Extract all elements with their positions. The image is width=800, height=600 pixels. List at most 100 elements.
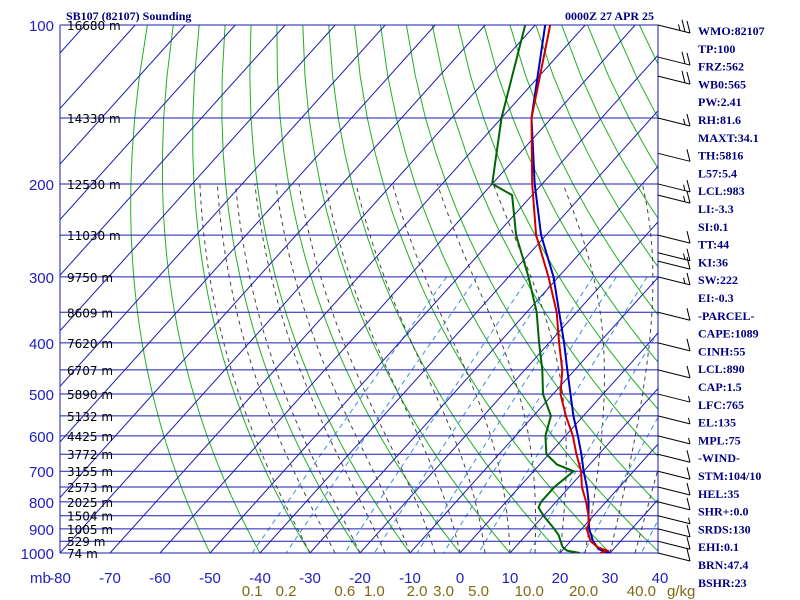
index-value: SI:0.1: [698, 220, 728, 234]
index-value: EHI:0.1: [698, 540, 739, 554]
isotherms: [60, 25, 658, 553]
temperature-tick-label: -20: [349, 570, 371, 587]
isotherm-line: [60, 25, 386, 388]
moist-adiabat: [609, 183, 654, 553]
isobars: [59, 24, 659, 554]
temperature-tick-label: 20: [552, 570, 569, 587]
wind-barb-staff: [657, 470, 691, 480]
index-value: CINH:55: [698, 344, 745, 358]
wind-barb-flag: [686, 467, 691, 480]
height-label: 14330 m: [67, 112, 121, 126]
wind-barb-half: [683, 195, 686, 203]
index-value: -WIND-: [698, 451, 740, 465]
wind-barb-staff: [657, 552, 691, 562]
isotherm-line: [509, 387, 658, 553]
index-value: BRN:47.4: [698, 558, 748, 572]
index-value: KI:36: [698, 255, 728, 269]
temperature-tick-label: -30: [299, 570, 321, 587]
moist-adiabat: [235, 183, 361, 553]
wind-barb-flag: [681, 19, 686, 32]
dry-adiabat: [192, 25, 311, 553]
wind-barb-flag: [686, 497, 691, 510]
mixing-ratio-tick-label: 0.2: [276, 583, 297, 600]
moist-adiabat: [324, 183, 461, 553]
temperature-trace: [530, 25, 611, 553]
mixing-ratio-line: [443, 276, 617, 553]
index-value: LCL:890: [698, 362, 745, 376]
wind-barb-flag: [686, 52, 691, 66]
wind-barb-staff: [657, 515, 691, 525]
wind-barb-staff: [657, 369, 691, 379]
wind-barb-flag: [686, 20, 691, 34]
dry-adiabat: [587, 25, 658, 170]
pressure-labels: 100 200 300 400 500 600 700 800 900 1000: [21, 18, 54, 563]
wind-barb-half: [688, 417, 691, 425]
dewpoint-trace: [491, 25, 581, 553]
wind-barb-staff: [657, 342, 691, 352]
wind-barb-staff: [657, 393, 691, 403]
height-label: 5890 m: [67, 388, 113, 402]
mixing-ratio-line: [528, 331, 658, 553]
wind-barb-staff: [657, 311, 691, 321]
height-label: 8609 m: [67, 306, 113, 320]
pressure-label: 600: [29, 429, 54, 446]
mixing-ratio-tick-label: 1.0: [364, 583, 385, 600]
height-label: 529 m: [67, 535, 105, 549]
parcel-trace: [530, 25, 611, 553]
wind-barb-staff: [657, 24, 691, 34]
isotherm-line: [109, 25, 586, 553]
height-label: 7620 m: [67, 337, 113, 351]
index-value: WB0:565: [698, 77, 746, 91]
wind-barb-flag: [681, 51, 686, 64]
height-label: 16680 m: [67, 19, 121, 33]
mixing-ratio-line: [344, 276, 530, 553]
wind-barb-half: [688, 395, 691, 403]
isotherm-line: [459, 332, 658, 553]
index-value: LI:-3.3: [698, 202, 734, 216]
station-title: SB107 (82107) Sounding: [66, 9, 191, 23]
wind-barb-flag: [686, 248, 691, 261]
wind-barb-staff: [657, 234, 691, 244]
index-value: EI:-0.3: [698, 291, 734, 305]
indices-panel: WMO:82107 TP:100 FRZ:562 WB0:565 PW:2.41 RH:8…: [698, 24, 765, 590]
temperature-tick-label: -10: [399, 570, 421, 587]
index-value: SRDS:130: [698, 522, 751, 536]
index-value: HEL:35: [698, 487, 739, 501]
dry-adiabat: [769, 25, 800, 553]
index-value: -PARCEL-: [698, 309, 754, 323]
pressure-label: 800: [29, 495, 54, 512]
wind-barb-half: [683, 184, 686, 191]
index-value: MAXT:34.1: [698, 131, 759, 145]
wind-barb-flag: [686, 537, 691, 550]
wind-barb-staff: [657, 260, 691, 270]
mixing-ratio-tick-label: 2.0: [407, 583, 428, 600]
isotherm-line: [60, 25, 236, 221]
index-value: PW:2.41: [698, 95, 742, 109]
mixing-ratio-tick-label: 10.0: [515, 583, 544, 600]
height-label: 6707 m: [67, 364, 113, 378]
pressure-label: 300: [29, 270, 54, 287]
height-label: 2025 m: [67, 496, 113, 510]
moist-adiabat: [634, 467, 658, 553]
mixing-ratio-line: [640, 519, 658, 553]
wind-barb-flag: [686, 256, 691, 270]
wind-barb-flag: [686, 72, 691, 85]
wind-barb-half: [688, 437, 691, 444]
wind-barb-staff: [657, 183, 691, 193]
temperature-tick-label: -70: [99, 570, 121, 587]
height-label: 5132 m: [67, 410, 113, 424]
index-value: WMO:82107: [698, 24, 765, 38]
isotherm-line: [60, 25, 336, 332]
dry-adiabat: [221, 25, 361, 553]
moist-adiabat: [199, 183, 311, 553]
dry-adiabat: [276, 25, 461, 553]
height-label: 2573 m: [67, 481, 113, 495]
pressure-label: 900: [29, 522, 54, 539]
wind-barb-staff: [657, 486, 691, 496]
sounding-time: 0000Z 27 APR 25: [565, 9, 654, 23]
moist-adiabat: [392, 183, 511, 553]
profiles: [491, 25, 611, 553]
pressure-label: 200: [29, 177, 54, 194]
temperature-tick-label: 10: [502, 570, 519, 587]
